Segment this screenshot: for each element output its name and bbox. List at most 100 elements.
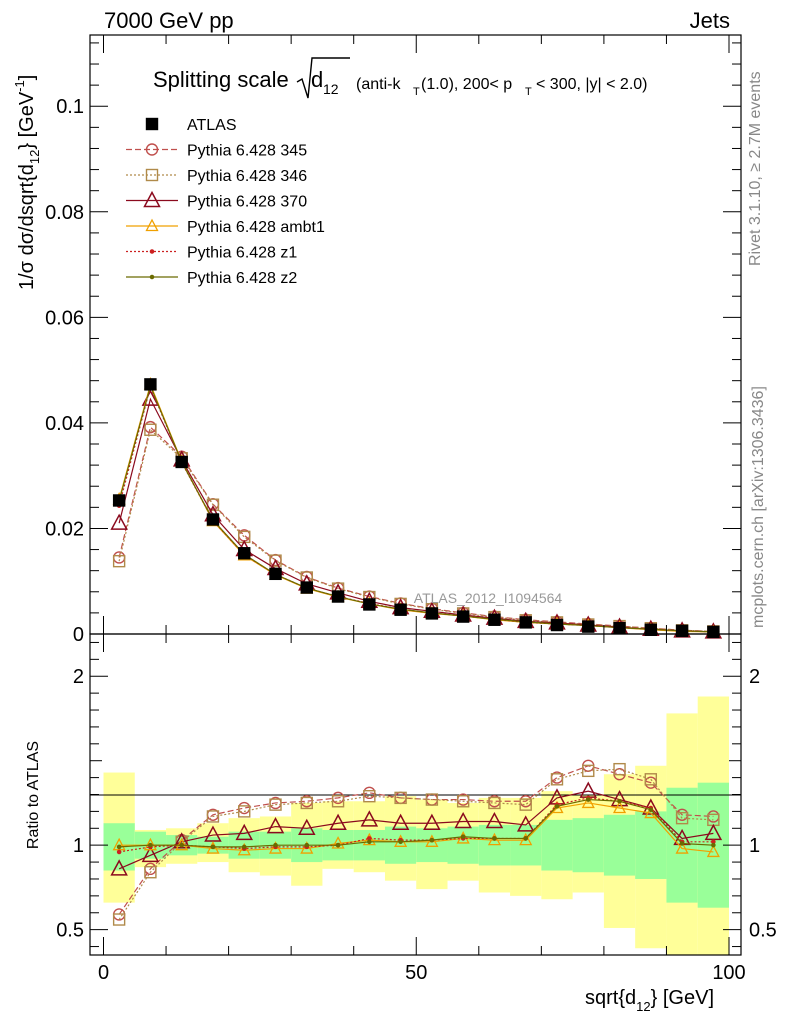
- ratio-point-ambt1-10: [425, 834, 439, 847]
- ratio-point-ambt1-19: [706, 844, 720, 858]
- ratio-point-p370-19: [704, 823, 723, 841]
- main-ytick-label: 0.04: [45, 413, 84, 435]
- ratio-point-p370-2: [172, 832, 191, 849]
- main-point-data-17: [644, 623, 658, 636]
- ratio-point-z2-12: [492, 836, 497, 841]
- ratio-point-z2-2: [179, 842, 184, 848]
- ratio-point-p370-12: [485, 811, 504, 829]
- ratio-point-p370-4: [235, 823, 253, 841]
- main-point-data-6: [300, 581, 313, 594]
- ratio-point-z2-15: [585, 797, 591, 802]
- ratio-point-p346-13: [519, 798, 532, 811]
- xtick-label: 0: [98, 962, 109, 984]
- ratio-point-ambt1-9: [394, 834, 408, 847]
- ratio-point-ambt1-7: [331, 836, 345, 849]
- ylabel-text: 1/σ dσ/dsqrt{d12} [GeV-1]: [12, 75, 42, 290]
- main-point-data-11: [456, 610, 470, 623]
- band-inner-14: [541, 819, 573, 871]
- ratio-point-p346-18: [675, 811, 689, 825]
- ratio-ytick-label: 0.5: [56, 920, 84, 942]
- ratio-point-z2-19: [711, 842, 716, 848]
- main-point-data-7: [331, 590, 345, 603]
- ratio-point-p346-6: [300, 796, 313, 810]
- ratio-ytick-label-right: 0.5: [749, 920, 777, 942]
- legend-label-z1: Pythia 6.428 z1: [187, 245, 297, 262]
- ratio-point-ambt1-5: [268, 841, 283, 854]
- legend-label-p346: Pythia 6.428 346: [187, 168, 307, 185]
- ratio-point-p346-14: [550, 773, 564, 786]
- ratio-point-p346-8: [363, 789, 376, 803]
- ratio-uncertainty-bands: [103, 696, 729, 955]
- ratio-point-p346-10: [425, 793, 439, 806]
- legend-marker-p345: [145, 143, 159, 156]
- legend-label-p345: Pythia 6.428 345: [187, 143, 307, 160]
- main-point-data-14: [550, 618, 564, 632]
- legend-marker-z1: [149, 249, 155, 254]
- header-jets-label: Jets: [690, 8, 730, 33]
- ratio-point-p370-6: [298, 818, 316, 836]
- ratio-point-z2-7: [335, 842, 341, 848]
- ratio-point-z2-14: [554, 804, 560, 809]
- main-point-data-13: [519, 616, 532, 629]
- xlabel-text: sqrt{d12} [GeV]: [585, 987, 714, 1014]
- main-point-data-10: [425, 607, 439, 620]
- main-ytick-label: 0.1: [56, 96, 84, 118]
- main-ytick-label: 0: [73, 624, 84, 646]
- ratio-point-p346-15: [582, 764, 595, 778]
- main-point-data-4: [238, 547, 251, 560]
- main-point-p346-5: [269, 554, 282, 567]
- ratio-line-ambt1: [119, 802, 714, 853]
- ratio-point-z2-13: [523, 836, 529, 841]
- xtick-label: 50: [405, 962, 427, 984]
- x-axis-label: sqrt{d12} [GeV]: [585, 987, 714, 1014]
- ratio-point-z2-9: [398, 839, 403, 845]
- main-point-p346-1: [144, 423, 157, 436]
- main-point-data-18: [675, 624, 689, 638]
- ratio-point-ambt1-12: [487, 832, 502, 846]
- ratio-ytick-label: 2: [73, 666, 84, 688]
- title-detail-1-sub: T: [413, 86, 420, 98]
- main-y-axis-label: 1/σ dσ/dsqrt{d12} [GeV-1]: [12, 75, 42, 290]
- ratio-point-p346-3: [206, 810, 220, 823]
- ratio-point-p346-1: [144, 866, 157, 879]
- ratio-point-z2-8: [367, 839, 372, 845]
- main-ytick-label: 0.02: [45, 518, 84, 540]
- title-detail-1: (anti-k: [356, 76, 401, 93]
- ratio-point-ambt1-11: [456, 831, 470, 844]
- ratio-point-p370-11: [454, 811, 472, 829]
- ratio-point-p346-9: [394, 791, 407, 805]
- ratio-point-z2-1: [148, 842, 153, 848]
- ratio-point-p346-7: [331, 795, 345, 808]
- ratio-point-p370-1: [141, 845, 160, 863]
- ratio-point-z2-6: [304, 842, 310, 848]
- main-point-data-2: [175, 455, 188, 469]
- ratio-point-z2-10: [429, 837, 435, 843]
- main-point-data-0: [112, 494, 126, 507]
- main-point-data-16: [613, 621, 626, 635]
- ratio-point-p346-16: [613, 762, 626, 776]
- chart-title: Splitting scale d 12 (anti-k T (1.0), 20…: [153, 57, 648, 99]
- band-inner-16: [603, 814, 636, 876]
- ratio-point-p346-0: [112, 913, 126, 926]
- main-point-data-3: [206, 513, 220, 526]
- legend-marker-p370: [143, 190, 161, 208]
- legend-label-data: ATLAS: [187, 117, 237, 134]
- ratio-point-z2-5: [273, 842, 278, 848]
- ratio-point-ambt1-3: [206, 841, 220, 854]
- legend-label-z2: Pythia 6.428 z2: [187, 270, 297, 287]
- ratio-point-ambt1-6: [300, 841, 314, 854]
- ratio-point-z2-11: [460, 834, 466, 840]
- ratio-point-p346-4: [238, 805, 251, 818]
- ratio-point-p370-7: [329, 813, 347, 830]
- ratio-ytick-label-right: 2: [749, 666, 760, 688]
- legend-marker-data: [145, 117, 159, 131]
- ratio-point-p370-9: [391, 813, 410, 830]
- main-ytick-label: 0.06: [45, 307, 84, 329]
- ratio-point-ambt1-18: [675, 841, 689, 854]
- ratio-point-ambt1-4: [237, 842, 251, 856]
- main-point-data-8: [363, 598, 376, 611]
- title-sqrt-var: d: [311, 67, 323, 92]
- ratio-y-axis-label: Ratio to ATLAS: [25, 741, 42, 849]
- legend-marker-z2: [149, 274, 155, 280]
